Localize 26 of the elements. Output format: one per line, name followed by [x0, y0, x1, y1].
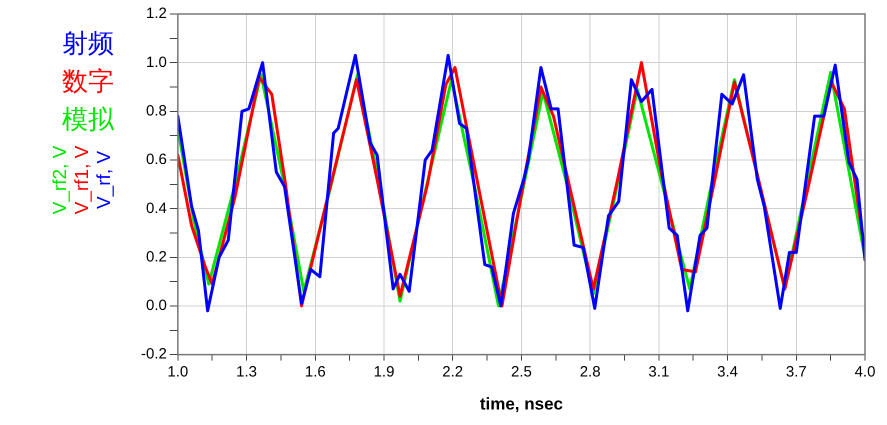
x-tick-label: 4.0	[854, 364, 876, 381]
x-tick-label: 3.1	[648, 364, 670, 381]
y-tick-label: 0.2	[146, 248, 167, 266]
x-tick-label: 2.2	[442, 364, 464, 381]
x-tick-label: 2.8	[580, 364, 601, 381]
y-tick-label: 0.4	[146, 200, 167, 217]
text: 模拟	[62, 104, 115, 134]
text: 数字	[62, 66, 114, 96]
text: 射频	[62, 28, 114, 58]
y-tick-label: 0.0	[146, 297, 167, 314]
x-axis-title: time, nsec	[480, 394, 563, 414]
x-tick-label: 3.4	[717, 364, 738, 381]
text: V_rf1, V	[72, 145, 94, 214]
y-tick-label: 0.8	[146, 102, 167, 120]
x-tick-label: 3.7	[786, 364, 807, 381]
y-tick-label: -0.2	[140, 346, 167, 363]
x-tick-label: 2.5	[510, 364, 532, 381]
text: V_rf2, V	[50, 145, 72, 214]
x-tick-label: 1.3	[236, 364, 257, 381]
y-tick-label: 0.6	[146, 151, 167, 168]
x-tick-label: 1.6	[304, 364, 326, 381]
y-tick-label: 1.0	[146, 54, 167, 71]
x-tick-label: 1.9	[374, 364, 394, 381]
x-tick-label: 1.0	[167, 364, 188, 381]
y-axis-title: V_rf, V	[94, 150, 116, 210]
y-tick-label: 1.2	[146, 5, 167, 22]
